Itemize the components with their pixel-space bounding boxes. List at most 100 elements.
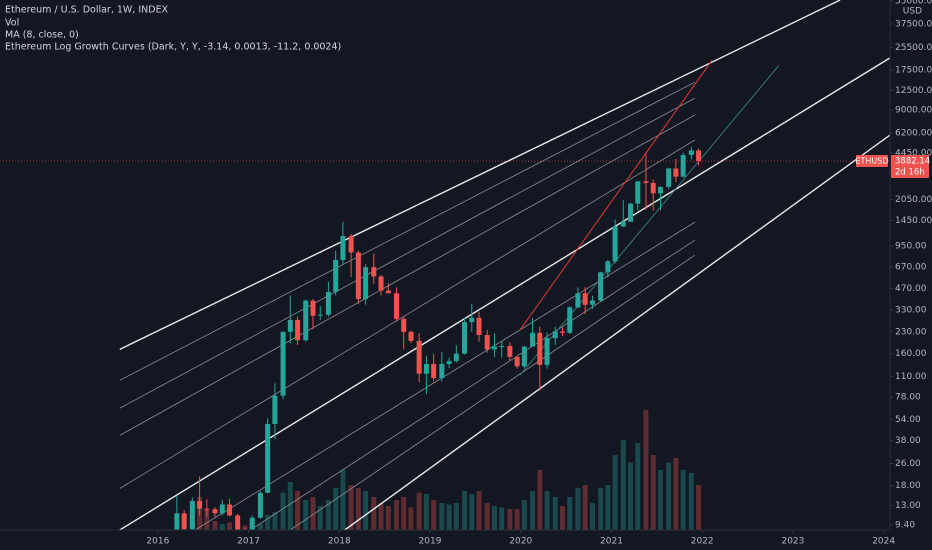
candle-body: [499, 345, 505, 347]
volume-bar: [219, 524, 225, 530]
volume-bar: [530, 491, 536, 530]
candle-body: [235, 515, 241, 530]
volume-bar: [650, 455, 656, 530]
volume-layer: [174, 410, 702, 530]
y-tick-label: 330.00: [895, 305, 927, 315]
x-tick-label: 2020: [509, 537, 532, 547]
candle-body: [325, 291, 331, 315]
candle-body: [431, 363, 437, 379]
y-tick-label: 670.00: [895, 263, 927, 273]
volume-bar: [643, 410, 649, 530]
candle-body: [303, 300, 309, 341]
volume-bar: [559, 506, 565, 530]
candle-body: [280, 331, 286, 396]
candle-body: [204, 508, 210, 510]
candle-body: [333, 259, 339, 292]
growth-curve: [119, 114, 696, 436]
candle-body: [401, 318, 407, 332]
x-tick-label: 2017: [237, 537, 260, 547]
volume-bar: [212, 521, 218, 530]
candle-body: [439, 363, 445, 379]
volume-bar: [416, 492, 422, 530]
volume-bar: [265, 515, 271, 530]
volume-bar: [635, 443, 641, 530]
volume-bar: [204, 509, 210, 530]
candle-body: [635, 181, 641, 204]
x-tick-label: 2023: [781, 537, 804, 547]
volume-bar: [680, 470, 686, 530]
growth-curve: [290, 254, 696, 530]
candle-body: [340, 236, 346, 260]
candle-body: [491, 346, 497, 350]
volume-bar: [673, 458, 679, 530]
candle-body: [612, 226, 618, 262]
last-price-label: 3882.14: [895, 157, 930, 167]
candle-body: [688, 150, 694, 156]
candle-body: [355, 252, 361, 300]
y-tick-label: 230.00: [895, 327, 927, 337]
growth-curve: [519, 59, 713, 331]
volume-bar: [612, 455, 618, 530]
candle-body: [620, 221, 626, 227]
volume-bar: [628, 462, 634, 530]
currency-label: USD: [903, 7, 922, 17]
candle-body: [197, 500, 203, 509]
candle-body: [582, 293, 588, 305]
growth-curve: [119, 81, 696, 381]
volume-bar: [491, 506, 497, 530]
x-tick-label: 2024: [872, 537, 895, 547]
candle-body: [598, 272, 604, 301]
y-tick-label: 18.00: [895, 481, 921, 491]
candle-body: [272, 395, 278, 424]
candle-body: [189, 500, 195, 529]
candle-body: [673, 168, 679, 177]
candle-body: [385, 290, 391, 294]
volume-bar: [499, 507, 505, 530]
candle-body: [559, 331, 565, 333]
volume-bar: [295, 491, 301, 530]
volume-bar: [287, 482, 293, 530]
symbol-box: [856, 155, 888, 168]
candle-body: [666, 168, 672, 187]
volume-bar: [521, 500, 527, 530]
volume-bar: [575, 488, 581, 530]
x-tick-label: 2016: [146, 537, 169, 547]
candle-body: [453, 353, 459, 361]
candle-body: [650, 182, 656, 194]
growth-curve: [519, 65, 779, 376]
legend-vol: Vol: [5, 18, 19, 29]
volume-bar: [401, 497, 407, 530]
y-tick-label: 1450.00: [895, 216, 932, 226]
volume-bar: [666, 462, 672, 530]
candles-layer: [174, 147, 702, 530]
candle-body: [544, 338, 550, 365]
volume-bar: [544, 491, 550, 530]
candle-body: [696, 150, 702, 162]
candle-body: [371, 267, 377, 277]
volume-bar: [439, 503, 445, 530]
volume-bar: [567, 497, 573, 530]
candle-body: [348, 236, 354, 253]
candle-body: [181, 513, 187, 529]
candle-body: [507, 345, 513, 357]
x-tick-label: 2019: [419, 537, 442, 547]
volume-bar: [257, 524, 263, 530]
growth-curve: [119, 97, 696, 409]
volume-bar: [371, 497, 377, 530]
y-tick-label: 6200.00: [895, 128, 932, 138]
y-tick-label: 9.40: [895, 520, 915, 530]
candle-body: [514, 356, 520, 367]
candle-body: [249, 517, 255, 530]
volume-bar: [552, 497, 558, 530]
candle-body: [657, 186, 663, 194]
candle-body: [295, 319, 301, 341]
candle-body: [265, 423, 271, 493]
volume-bar: [537, 470, 543, 530]
y-tick-label: 25500.00: [895, 43, 932, 53]
y-tick-label: 4450.00: [895, 148, 932, 158]
y-tick-label: 12500.00: [895, 86, 932, 96]
x-tick-label: 2021: [600, 537, 623, 547]
volume-bar: [378, 503, 384, 530]
volume-bar: [507, 509, 513, 530]
growth-curve: [119, 0, 841, 350]
